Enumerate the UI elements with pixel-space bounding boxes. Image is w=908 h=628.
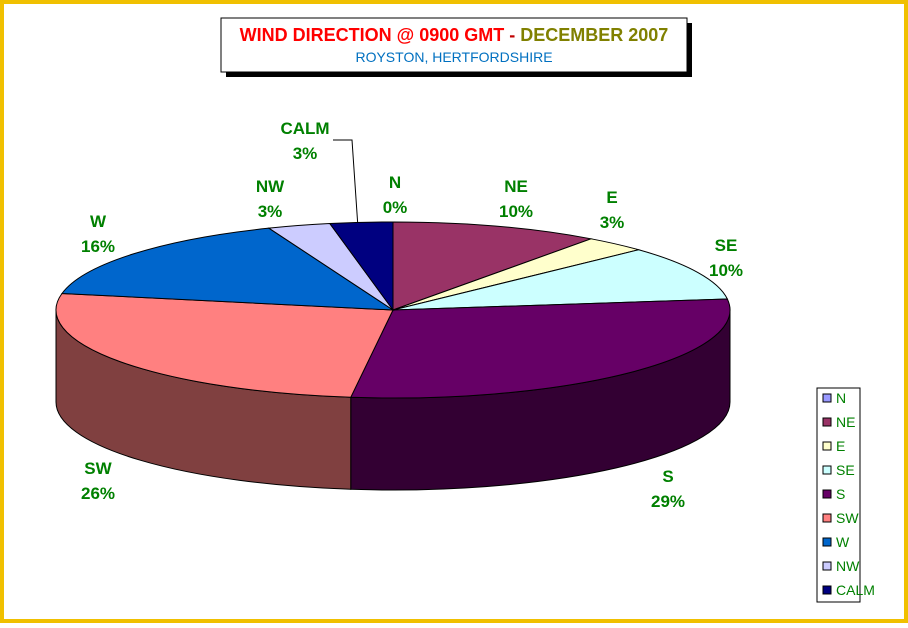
- value-label: 26%: [81, 484, 115, 503]
- slice-label: N: [389, 173, 401, 192]
- legend-label: E: [836, 438, 845, 454]
- value-label: 10%: [499, 202, 533, 221]
- value-label: 3%: [600, 213, 625, 232]
- slice-label: SE: [715, 236, 738, 255]
- title-part: -: [509, 25, 515, 45]
- pie-slice: [349, 298, 731, 399]
- legend-swatch: [822, 489, 832, 499]
- legend-swatch: [822, 513, 832, 523]
- value-label: 16%: [81, 237, 115, 256]
- value-label: 3%: [293, 144, 318, 163]
- value-label: 0%: [383, 198, 408, 217]
- legend-label: S: [836, 486, 845, 502]
- value-label: 3%: [258, 202, 283, 221]
- chart-subtitle: ROYSTON, HERTFORDSHIRE: [355, 49, 552, 65]
- title-box: [220, 17, 688, 73]
- legend-swatch: [822, 465, 832, 475]
- value-label: 29%: [651, 492, 685, 511]
- legend-swatch: [822, 585, 832, 595]
- legend-label: SW: [836, 510, 859, 526]
- legend-swatch: [822, 561, 832, 571]
- legend-label: NW: [836, 558, 860, 574]
- legend-label: SE: [836, 462, 855, 478]
- legend-swatch: [822, 417, 832, 427]
- slice-label: W: [90, 212, 107, 231]
- slice-label: NE: [504, 177, 528, 196]
- chart-title: WIND DIRECTION @ 0900 GMT - DECEMBER 200…: [240, 25, 669, 45]
- pie-slice: [61, 227, 395, 311]
- title-part: WIND DIRECTION @ 0900 GMT: [240, 25, 505, 45]
- slice-label: S: [662, 467, 673, 486]
- title-part: DECEMBER 2007: [520, 25, 668, 45]
- legend-label: W: [836, 534, 850, 550]
- pie-slice: [392, 221, 593, 311]
- slice-label: E: [606, 188, 617, 207]
- legend-label: CALM: [836, 582, 875, 598]
- legend-swatch: [822, 393, 832, 403]
- legend-label: N: [836, 390, 846, 406]
- pie-slice: [392, 249, 729, 311]
- legend-swatch: [822, 537, 832, 547]
- slice-label: SW: [84, 459, 112, 478]
- slice-label: NW: [256, 177, 285, 196]
- value-label: 10%: [709, 261, 743, 280]
- legend-swatch: [822, 441, 832, 451]
- pie-slice: [328, 221, 394, 312]
- pie-slice: [55, 292, 394, 398]
- slice-label: CALM: [280, 119, 329, 138]
- legend-label: NE: [836, 414, 855, 430]
- leader-line: [333, 139, 359, 229]
